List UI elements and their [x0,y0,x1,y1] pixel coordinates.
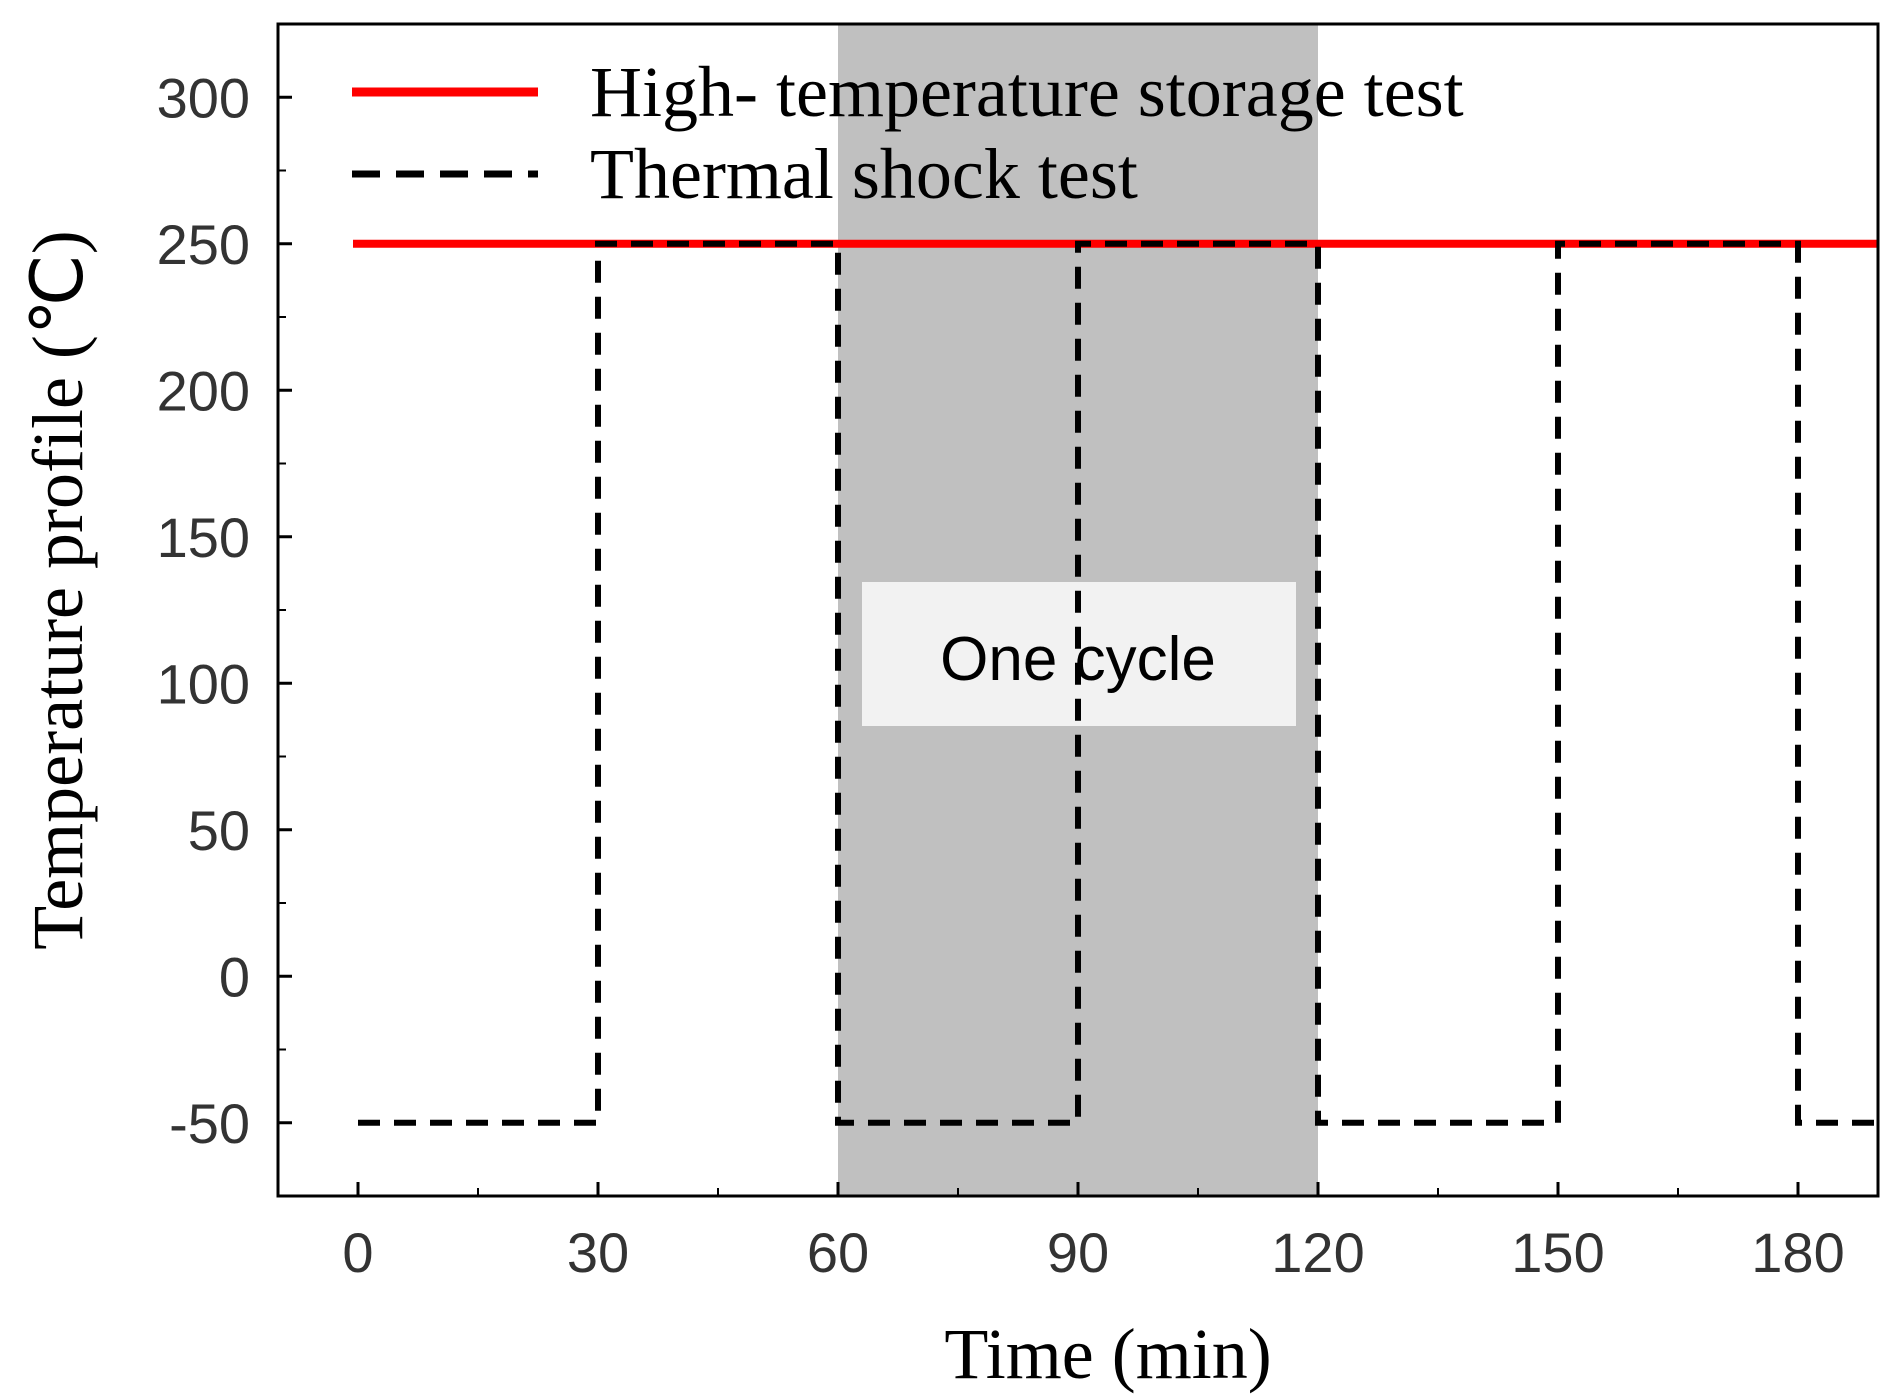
y-tick-label: 50 [188,799,250,862]
y-tick-label: 200 [157,359,250,422]
ticks-layer: -50 0 50 100 150 200 250 300 0 30 60 90 120 150 180 [157,23,1845,1284]
x-axis-title: Time (min) [944,1314,1271,1394]
y-tick-label: -50 [169,1092,250,1155]
y-tick-label: 0 [219,945,250,1008]
x-tick-label: 120 [1271,1221,1364,1284]
legend-label-thermal-shock: Thermal shock test [590,134,1138,214]
y-tick-label: 250 [157,213,250,276]
x-tick-label: 0 [342,1221,373,1284]
axis-titles-layer: Time (min) Temperature profile (℃) [18,230,1272,1394]
x-tick-label: 90 [1047,1221,1109,1284]
y-tick-label: 300 [157,66,250,129]
y-axis-title: Temperature profile (℃) [18,230,98,949]
x-tick-label: 180 [1751,1221,1844,1284]
series-line-thermal-shock [358,240,1878,1126]
x-tick-label: 150 [1511,1221,1604,1284]
series-layer [353,239,1878,1126]
x-tick-label: 60 [807,1221,869,1284]
y-tick-label: 150 [157,506,250,569]
y-tick-label: 100 [157,652,250,715]
x-tick-label: 30 [567,1221,629,1284]
legend-label-high-temperature-storage: High- temperature storage test [590,52,1464,132]
